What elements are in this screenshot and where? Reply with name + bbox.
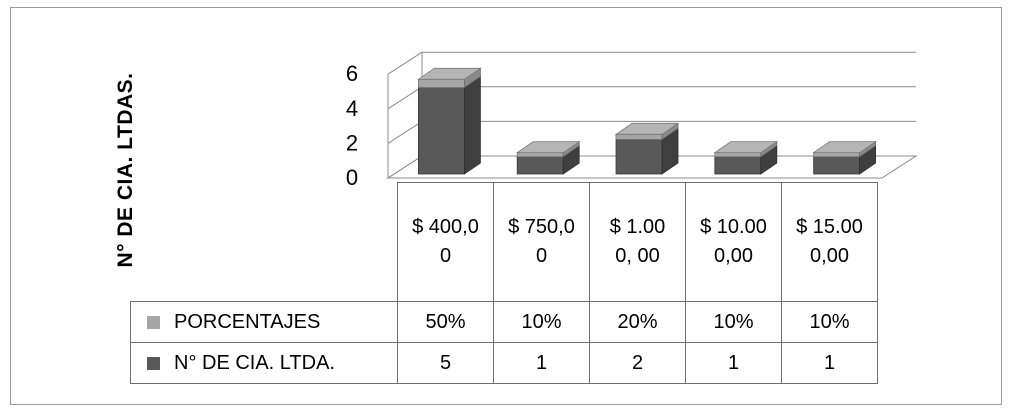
data-label: 2 bbox=[589, 342, 686, 384]
bar-stack-top bbox=[615, 133, 663, 140]
legend-entry-porcentajes: PORCENTAJES bbox=[130, 301, 398, 343]
side-wall-gridline bbox=[387, 86, 423, 110]
data-label: 1 bbox=[685, 342, 782, 384]
bar-top-face bbox=[812, 141, 877, 154]
side-wall-gridline bbox=[387, 120, 423, 144]
legend-entry-cia-ltda: N° DE CIA. LTDA. bbox=[130, 342, 398, 384]
category-label: $ 15.00 0,00 bbox=[781, 182, 878, 302]
category-label: $ 1.000, 00 bbox=[589, 182, 686, 302]
y-tick-label: 0 bbox=[346, 165, 358, 190]
y-tick-label: 6 bbox=[346, 61, 358, 86]
series-row-cia-ltda: N° DE CIA. LTDA. 5 1 2 1 1 bbox=[130, 342, 878, 384]
bar bbox=[516, 156, 564, 175]
bar bbox=[615, 138, 663, 175]
chart-floor bbox=[386, 155, 918, 179]
legend-label: PORCENTAJES bbox=[174, 310, 321, 333]
bar-top-face bbox=[515, 141, 581, 154]
y-tick-label: 2 bbox=[346, 130, 358, 155]
data-label: 50% bbox=[397, 301, 494, 343]
bar-top-face bbox=[614, 122, 680, 135]
legend-swatch-cia-ltda bbox=[147, 356, 160, 370]
data-label: 10% bbox=[781, 301, 878, 343]
series-row-porcentajes: PORCENTAJES 50% 10% 20% 10% 10% bbox=[130, 301, 878, 343]
side-wall-gridline bbox=[387, 51, 423, 75]
bar-top-face bbox=[713, 141, 779, 154]
data-label: 10% bbox=[685, 301, 782, 343]
category-label: $ 10.00 0,00 bbox=[685, 182, 782, 302]
category-label-text: $ 10.00 0,00 bbox=[700, 216, 767, 267]
bar bbox=[714, 156, 762, 175]
data-label: 5 bbox=[397, 342, 494, 384]
category-label-text: $ 400,0 0 bbox=[412, 216, 479, 267]
data-table: $ 400,0 0 $ 750,0 0 $ 1.000, 00 $ 10.00 … bbox=[130, 182, 878, 384]
data-table-corner bbox=[131, 183, 398, 302]
bar-stack-top bbox=[417, 78, 465, 88]
legend-swatch-porcentajes bbox=[147, 315, 160, 329]
bar-top-face bbox=[417, 67, 482, 80]
category-label-text: $ 15.00 0,00 bbox=[796, 216, 863, 267]
bar bbox=[417, 87, 465, 175]
category-row: $ 400,0 0 $ 750,0 0 $ 1.000, 00 $ 10.00 … bbox=[131, 182, 878, 302]
data-label: 10% bbox=[493, 301, 590, 343]
bar-stack-top bbox=[813, 152, 860, 158]
bar-stack-top bbox=[714, 152, 762, 158]
bar-side bbox=[463, 75, 481, 175]
legend-label: N° DE CIA. LTDA. bbox=[174, 351, 335, 374]
bar-stack-top bbox=[516, 152, 564, 158]
category-label: $ 400,0 0 bbox=[397, 182, 494, 302]
category-label: $ 750,0 0 bbox=[493, 182, 590, 302]
y-tick-label: 4 bbox=[346, 96, 358, 121]
data-label: 1 bbox=[781, 342, 878, 384]
data-label: 1 bbox=[493, 342, 590, 384]
category-label-text: $ 1.000, 00 bbox=[609, 216, 666, 267]
category-label-text: $ 750,0 0 bbox=[508, 216, 575, 267]
bar bbox=[813, 156, 860, 175]
data-label: 20% bbox=[589, 301, 686, 343]
